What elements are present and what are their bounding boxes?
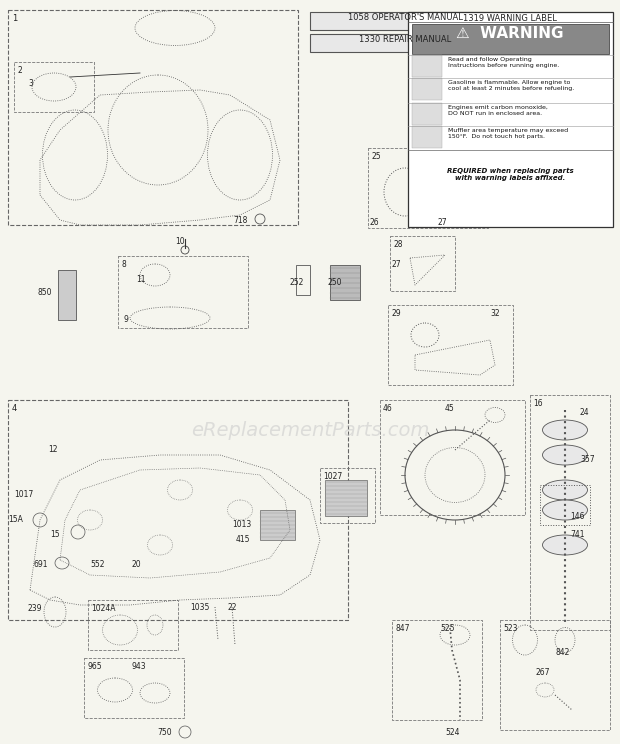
Text: 27: 27 bbox=[438, 218, 448, 227]
Text: 1058 OPERATOR'S MANUAL: 1058 OPERATOR'S MANUAL bbox=[348, 13, 463, 22]
Ellipse shape bbox=[542, 420, 588, 440]
Bar bbox=[330, 265, 360, 300]
Text: 267: 267 bbox=[535, 668, 549, 677]
Bar bbox=[412, 78, 442, 100]
Text: 10: 10 bbox=[175, 237, 185, 246]
Text: 15: 15 bbox=[50, 530, 60, 539]
Text: 1: 1 bbox=[12, 14, 17, 23]
Text: 239: 239 bbox=[28, 604, 43, 613]
Text: 2: 2 bbox=[18, 66, 23, 75]
Bar bbox=[310, 34, 500, 52]
Bar bbox=[408, 12, 613, 227]
Text: 525: 525 bbox=[440, 624, 454, 633]
Bar bbox=[14, 62, 94, 112]
Bar bbox=[88, 600, 178, 650]
Text: 20: 20 bbox=[132, 560, 141, 569]
Text: 3: 3 bbox=[28, 79, 33, 88]
Text: 965: 965 bbox=[87, 662, 102, 671]
Ellipse shape bbox=[542, 535, 588, 555]
Text: 750: 750 bbox=[157, 728, 172, 737]
Bar bbox=[412, 103, 442, 125]
Bar bbox=[388, 305, 513, 385]
Text: 718: 718 bbox=[233, 216, 247, 225]
Text: 1330 REPAIR MANUAL: 1330 REPAIR MANUAL bbox=[359, 35, 451, 44]
Text: 252: 252 bbox=[290, 278, 304, 287]
Bar bbox=[296, 265, 310, 295]
Text: 9: 9 bbox=[124, 315, 129, 324]
Text: 850: 850 bbox=[38, 288, 53, 297]
Text: 552: 552 bbox=[90, 560, 105, 569]
Text: 15A: 15A bbox=[8, 515, 23, 524]
Text: 250: 250 bbox=[328, 278, 342, 287]
Bar bbox=[390, 236, 455, 291]
Ellipse shape bbox=[542, 480, 588, 500]
Text: Muffler area temperature may exceed
150°F.  Do not touch hot parts.: Muffler area temperature may exceed 150°… bbox=[448, 128, 568, 139]
Text: 25: 25 bbox=[371, 152, 381, 161]
Text: 357: 357 bbox=[580, 455, 595, 464]
Text: 16: 16 bbox=[533, 399, 542, 408]
Text: REQUIRED when replacing parts
with warning labels affixed.: REQUIRED when replacing parts with warni… bbox=[446, 168, 574, 182]
Bar bbox=[412, 55, 442, 77]
Text: 146: 146 bbox=[570, 512, 585, 521]
Bar bbox=[8, 400, 348, 620]
Text: 691: 691 bbox=[34, 560, 48, 569]
Ellipse shape bbox=[542, 500, 588, 520]
Text: 29: 29 bbox=[391, 309, 401, 318]
Text: 4: 4 bbox=[12, 404, 17, 413]
Text: eReplacementParts.com: eReplacementParts.com bbox=[191, 420, 429, 440]
Text: 1035: 1035 bbox=[190, 603, 210, 612]
Bar bbox=[118, 256, 248, 328]
Bar bbox=[310, 12, 500, 30]
Text: 11: 11 bbox=[136, 275, 146, 284]
Bar bbox=[392, 620, 482, 720]
Bar bbox=[540, 485, 590, 525]
Text: 12: 12 bbox=[48, 445, 58, 454]
Bar bbox=[500, 620, 610, 730]
Text: 8: 8 bbox=[121, 260, 126, 269]
Text: 943: 943 bbox=[131, 662, 146, 671]
Bar bbox=[530, 395, 610, 630]
Text: 24: 24 bbox=[580, 408, 590, 417]
Bar bbox=[260, 510, 295, 540]
Bar bbox=[58, 270, 76, 320]
Text: Gasoline is flammable. Allow engine to
cool at least 2 minutes before refueling.: Gasoline is flammable. Allow engine to c… bbox=[448, 80, 574, 91]
Bar bbox=[412, 24, 609, 54]
Text: 1013: 1013 bbox=[232, 520, 251, 529]
Bar bbox=[380, 400, 525, 515]
Bar bbox=[320, 468, 375, 523]
Text: Read and follow Operating
Instructions before running engine.: Read and follow Operating Instructions b… bbox=[448, 57, 559, 68]
Bar bbox=[368, 148, 488, 228]
Text: 842: 842 bbox=[555, 648, 569, 657]
Text: 523: 523 bbox=[503, 624, 518, 633]
Text: 28: 28 bbox=[393, 240, 402, 249]
Bar bbox=[325, 480, 367, 516]
Text: 1319 WARNING LABEL: 1319 WARNING LABEL bbox=[463, 14, 557, 23]
Text: 22: 22 bbox=[228, 603, 237, 612]
Text: 415: 415 bbox=[236, 535, 250, 544]
Text: 847: 847 bbox=[395, 624, 409, 633]
Bar bbox=[412, 126, 442, 148]
Bar bbox=[8, 10, 298, 225]
Ellipse shape bbox=[542, 445, 588, 465]
Text: 1027: 1027 bbox=[323, 472, 342, 481]
Text: 1024A: 1024A bbox=[91, 604, 115, 613]
Text: 27: 27 bbox=[392, 260, 402, 269]
Text: Engines emit carbon monoxide,
DO NOT run in enclosed area.: Engines emit carbon monoxide, DO NOT run… bbox=[448, 105, 548, 116]
Text: 26: 26 bbox=[370, 218, 379, 227]
Text: 46: 46 bbox=[383, 404, 392, 413]
Text: 741: 741 bbox=[570, 530, 585, 539]
Text: 1017: 1017 bbox=[14, 490, 33, 499]
Text: ⚠  WARNING: ⚠ WARNING bbox=[456, 26, 564, 41]
Text: 45: 45 bbox=[445, 404, 454, 413]
Bar bbox=[84, 658, 184, 718]
Text: 32: 32 bbox=[490, 309, 500, 318]
Text: 524: 524 bbox=[445, 728, 459, 737]
